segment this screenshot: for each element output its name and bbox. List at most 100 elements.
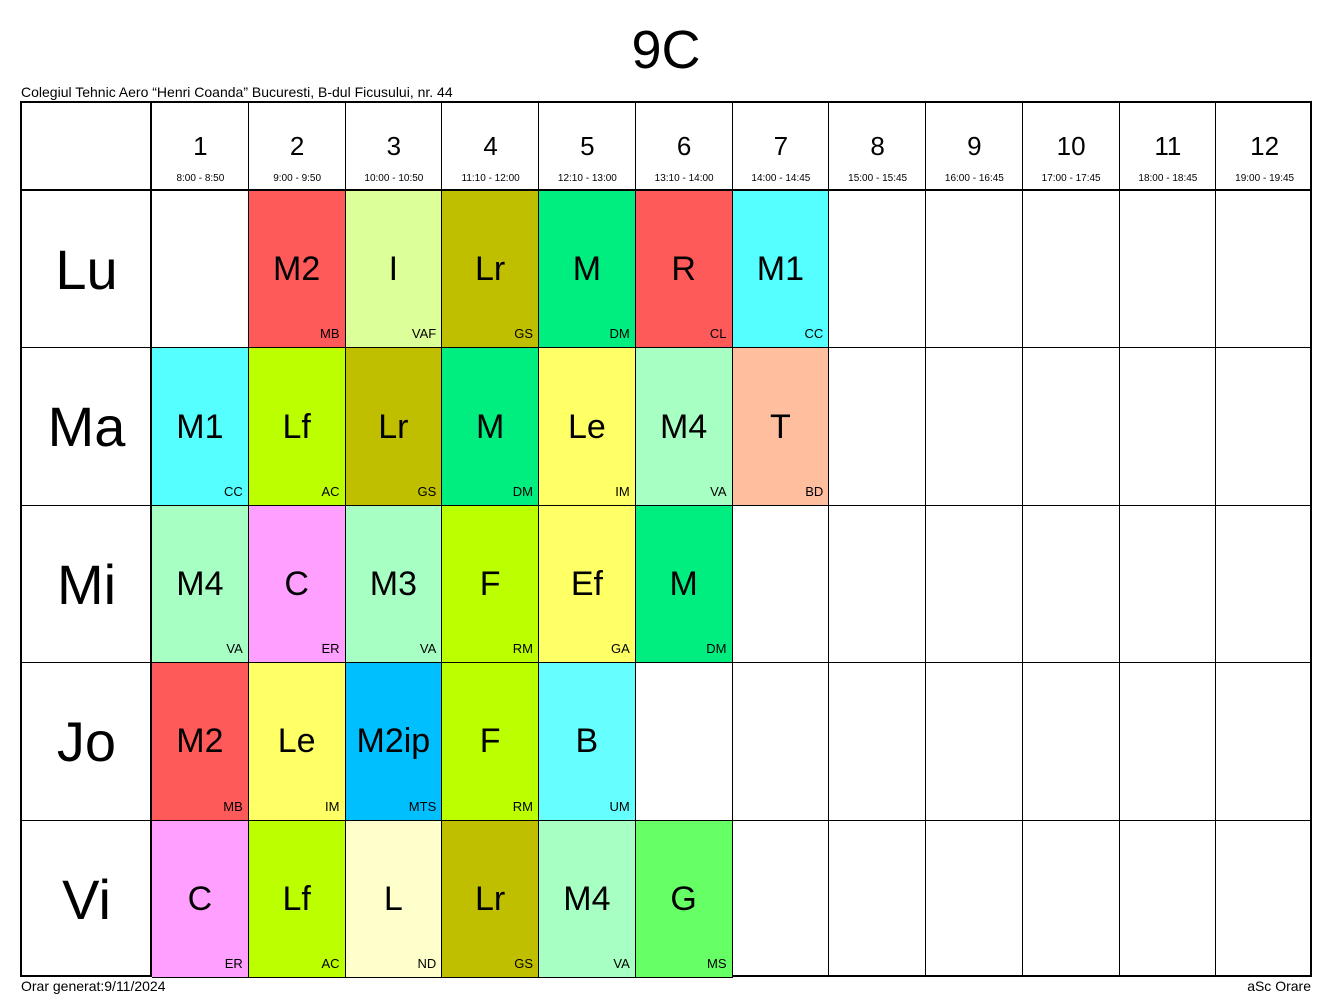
lesson-cell: F RM xyxy=(442,505,539,664)
lesson-subject: Lr xyxy=(378,407,409,446)
lesson-teacher: UM xyxy=(609,798,630,814)
lesson-cell: Le IM xyxy=(248,663,346,821)
lesson-teacher: MB xyxy=(223,798,243,814)
day-label: Vi xyxy=(62,867,111,931)
lesson-subject: F xyxy=(479,722,501,761)
lesson-teacher: CC xyxy=(804,326,824,342)
period-time: 9:00 - 9:50 xyxy=(273,173,322,184)
lesson-subject: B xyxy=(575,722,599,761)
lesson-cell: C ER xyxy=(248,505,346,664)
timetable-grid: M2 MB I VAF Lr GS M DM R CL M1 CC M1 CC Lf AC Lr GS M DM Le I… xyxy=(20,101,1313,978)
lesson-teacher: RM xyxy=(512,798,533,814)
period-time: 8:00 - 8:50 xyxy=(176,173,225,184)
period-header: 1 8:00 - 8:50 xyxy=(152,103,249,189)
period-time: 18:00 - 18:45 xyxy=(1138,173,1198,184)
lesson-cell: M DM xyxy=(539,191,636,349)
period-header: 12 19:00 - 19:45 xyxy=(1216,103,1313,189)
lesson-cell: Lr GS xyxy=(442,820,539,978)
lesson-subject: R xyxy=(671,250,696,289)
lesson-subject: Lf xyxy=(282,879,311,918)
lesson-subject: F xyxy=(479,564,501,603)
lesson-cell: M2 MB xyxy=(248,191,346,349)
lesson-subject: M2ip xyxy=(356,722,431,761)
lesson-teacher: DM xyxy=(512,483,533,499)
lesson-teacher: IM xyxy=(615,483,630,499)
period-number: 1 xyxy=(193,131,208,161)
grid-line xyxy=(441,103,443,975)
lesson-cell: R CL xyxy=(635,191,733,349)
lesson-cell: L ND xyxy=(345,820,443,978)
lesson-cell: M1 CC xyxy=(732,191,830,349)
period-header: 8 15:00 - 15:45 xyxy=(829,103,926,189)
lesson-subject: M1 xyxy=(176,407,224,446)
lesson-subject: M xyxy=(572,250,602,289)
grid-line xyxy=(828,103,830,975)
grid-line xyxy=(1021,103,1023,975)
lesson-teacher: AC xyxy=(321,483,340,499)
lesson-subject: M2 xyxy=(273,250,321,289)
day-label: Mi xyxy=(56,552,117,616)
period-header: 9 16:00 - 16:45 xyxy=(926,103,1023,189)
lesson-cell: M2 MB xyxy=(152,663,249,821)
lesson-cell: F RM xyxy=(442,663,539,821)
period-time: 15:00 - 15:45 xyxy=(848,173,908,184)
lesson-teacher: DM xyxy=(609,326,630,342)
grid-line xyxy=(538,103,539,975)
period-time: 16:00 - 16:45 xyxy=(944,173,1004,184)
grid-line xyxy=(731,103,733,975)
lesson-subject: C xyxy=(284,564,309,603)
grid-line xyxy=(247,103,249,975)
period-number: 8 xyxy=(870,131,885,161)
lesson-teacher: ND xyxy=(417,955,437,971)
lesson-cell: T BD xyxy=(732,348,830,506)
period-number: 2 xyxy=(289,131,305,161)
lesson-cell: Lr GS xyxy=(345,348,443,506)
period-time: 10:00 - 10:50 xyxy=(364,173,424,184)
lesson-subject: M4 xyxy=(660,407,708,446)
lesson-teacher: MS xyxy=(707,955,727,971)
lesson-cell: M4 VA xyxy=(635,348,733,506)
lesson-teacher: VA xyxy=(613,955,630,971)
generator-brand: aSc Orare xyxy=(1247,978,1311,994)
period-time: 17:00 - 17:45 xyxy=(1041,173,1101,184)
lesson-cell: B UM xyxy=(539,663,636,821)
period-number: 11 xyxy=(1154,131,1182,161)
grid-line xyxy=(925,103,926,975)
lesson-cell: M3 VA xyxy=(345,505,443,664)
lesson-teacher: CC xyxy=(223,483,243,499)
grid-line xyxy=(1118,103,1120,975)
lesson-subject: I xyxy=(388,250,399,289)
period-time: 19:00 - 19:45 xyxy=(1235,173,1295,184)
grid-line xyxy=(22,662,1310,664)
lesson-teacher: GS xyxy=(514,326,533,342)
lesson-cell: Lr GS xyxy=(442,191,539,349)
lesson-cell: C ER xyxy=(152,820,249,978)
period-header: 6 13:10 - 14:00 xyxy=(636,103,733,189)
generated-date: Orar generat:9/11/2024 xyxy=(21,978,166,994)
lesson-subject: M xyxy=(669,564,698,603)
period-number: 4 xyxy=(483,131,498,161)
period-header: 11 18:00 - 18:45 xyxy=(1120,103,1217,189)
lesson-subject: Lr xyxy=(475,879,506,918)
lesson-cell: G MS xyxy=(635,820,733,978)
lesson-cell: Lf AC xyxy=(248,820,346,978)
period-number: 12 xyxy=(1250,131,1280,161)
lesson-subject: Lf xyxy=(282,407,311,446)
period-time: 11:10 - 12:00 xyxy=(461,173,520,184)
lesson-subject: M4 xyxy=(563,879,611,918)
lesson-teacher: DM xyxy=(706,641,727,657)
lesson-teacher: MB xyxy=(320,326,340,342)
lesson-subject: M4 xyxy=(176,564,224,603)
period-number: 6 xyxy=(676,131,692,161)
period-time: 14:00 - 14:45 xyxy=(751,173,811,184)
lesson-subject: Le xyxy=(277,722,316,761)
grid-line xyxy=(1215,103,1217,975)
lesson-subject: M2 xyxy=(176,722,224,761)
grid-divider xyxy=(150,103,152,975)
lesson-teacher: ER xyxy=(224,955,243,971)
lesson-cell: Ef GA xyxy=(539,505,636,664)
lesson-subject: M xyxy=(475,407,505,446)
period-number: 3 xyxy=(386,131,402,161)
lesson-teacher: VA xyxy=(419,641,437,657)
lesson-cell: Lf AC xyxy=(248,348,346,506)
